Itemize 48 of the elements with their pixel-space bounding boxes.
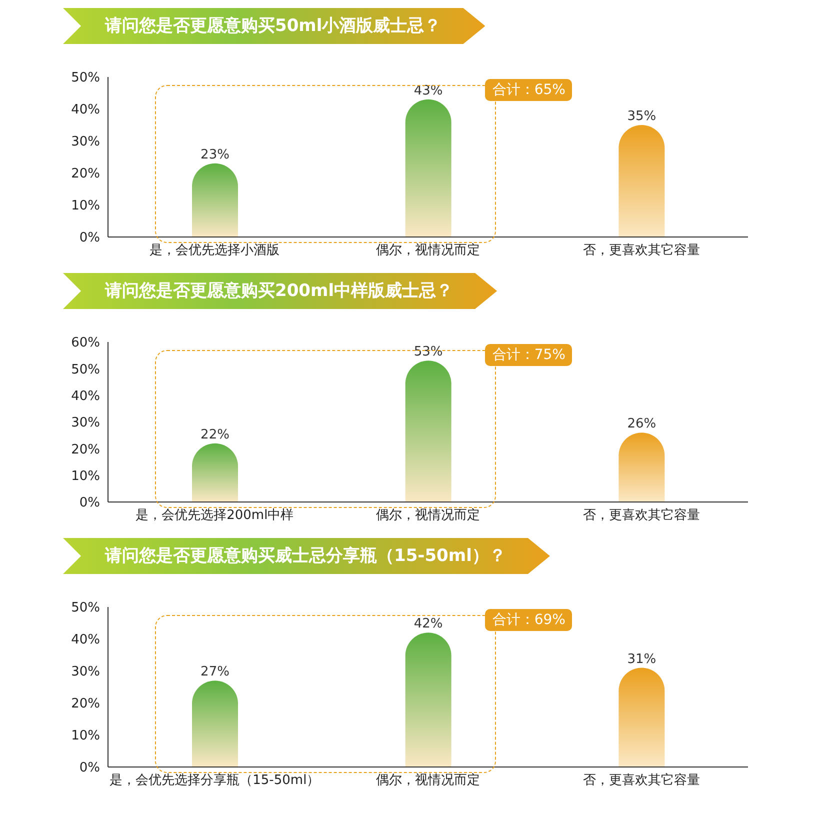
y-tick-label: 30% [71,416,100,431]
x-tick-label: 偶尔，视情况而定 [376,243,480,258]
bar [618,125,665,237]
data-label: 31% [627,652,656,667]
y-tick-label: 40% [71,102,100,118]
annotation: 合计：65% [485,79,572,101]
data-label: 23% [200,147,230,162]
data-label: 35% [627,109,656,124]
y-tick-label: 60% [71,336,100,351]
y-tick-label: 0% [79,760,100,776]
y-tick-label: 20% [71,166,100,182]
y-tick-label: 50% [71,362,100,378]
data-label: 27% [200,664,230,680]
x-tick-label: 是，会优先选择小酒版 [150,243,280,258]
data-label: 42% [414,616,443,632]
y-tick-label: 40% [71,388,100,404]
annotation: 合计：75% [485,344,572,366]
y-tick-label: 0% [79,496,100,511]
chart-title: 请问您是否更愿意购买威士忌分享瓶（15-50ml）？ [105,545,506,568]
x-tick-label: 是，会优先选择200ml中样 [136,508,294,524]
x-tick-label: 偶尔，视情况而定 [376,773,480,788]
y-tick-label: 20% [71,696,100,712]
bar [618,668,665,767]
x-tick-label: 偶尔，视情况而定 [376,508,480,524]
chart-title: 请问您是否更愿意购买50ml小酒版威士忌？ [105,15,442,38]
bar [192,680,238,767]
y-tick-label: 20% [71,442,100,458]
bar [192,163,238,237]
bar [405,632,452,767]
y-tick-label: 0% [79,230,100,246]
data-label: 26% [627,416,656,432]
bar [405,360,452,502]
y-tick-label: 10% [71,198,100,214]
x-tick-label: 是，会优先选择分享瓶（15-50ml） [110,772,320,788]
y-tick-label: 10% [71,728,100,744]
x-tick-label: 否，更喜欢其它容量 [582,242,700,258]
y-tick-label: 10% [71,468,100,484]
bar [405,99,452,237]
y-tick-label: 30% [71,664,100,680]
y-tick-label: 50% [71,600,100,616]
x-tick-label: 否，更喜欢其它容量 [582,772,700,788]
data-label: 22% [200,427,230,442]
y-tick-label: 50% [71,70,100,86]
y-tick-label: 30% [71,134,100,150]
annotation: 合计：69% [485,609,572,631]
x-tick-label: 否，更喜欢其它容量 [582,507,700,524]
chart-title: 请问您是否更愿意购买200ml中样版威士忌？ [105,280,454,303]
y-tick-label: 40% [71,632,100,648]
